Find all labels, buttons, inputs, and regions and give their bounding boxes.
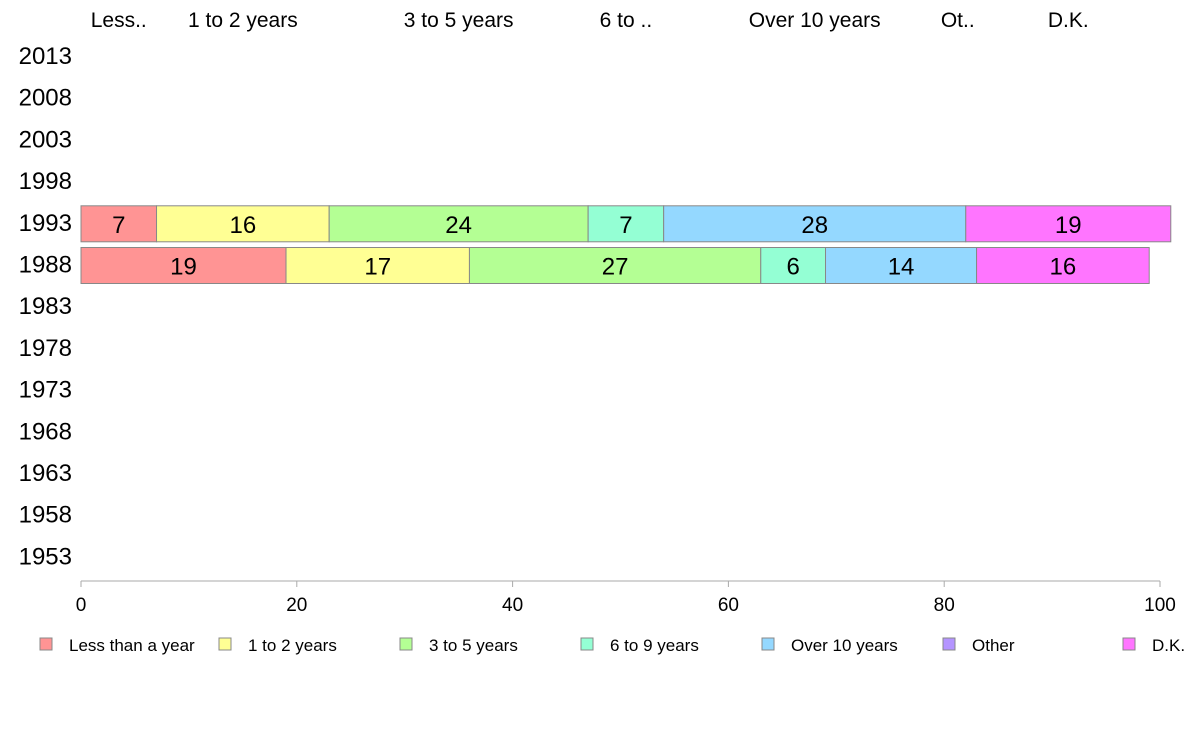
- year-label-1978: 1978: [19, 335, 72, 362]
- bar-segment-1988-3[interactable]: [760, 247, 827, 284]
- column-header-2: 3 to 5 years: [404, 9, 514, 32]
- legend-label-6: D.K.: [1152, 636, 1185, 655]
- legend-swatch-1: [218, 637, 232, 651]
- bar-segment-1993-1[interactable]: [156, 205, 330, 243]
- year-label-1988: 1988: [19, 252, 72, 279]
- x-tick-label-20: 20: [286, 595, 307, 616]
- bar-segment-1988-2[interactable]: [468, 247, 762, 284]
- bar-value-label-1988-6: 16: [1050, 254, 1077, 281]
- bar-segment-1988-0[interactable]: [80, 247, 287, 284]
- x-tick-label-40: 40: [502, 595, 523, 616]
- legend-label-3: 6 to 9 years: [610, 636, 699, 655]
- bar-value-label-1993-1: 16: [229, 212, 256, 239]
- year-label-2003: 2003: [19, 126, 72, 153]
- bar-value-label-1993-4: 28: [801, 212, 828, 239]
- legend-swatch-2: [399, 637, 413, 651]
- bar-segment-1988-1[interactable]: [285, 247, 470, 284]
- bar-value-label-1988-0: 19: [170, 254, 197, 281]
- bar-segment-1993-2[interactable]: [328, 205, 589, 243]
- bar-value-label-1993-3: 7: [619, 212, 632, 239]
- column-header-1: 1 to 2 years: [188, 9, 298, 32]
- year-label-2008: 2008: [19, 85, 72, 112]
- legend-swatch-5: [942, 637, 956, 651]
- legend-swatch-4: [761, 637, 775, 651]
- year-label-1973: 1973: [19, 377, 72, 404]
- year-label-1983: 1983: [19, 293, 72, 320]
- column-header-5: Ot..: [941, 9, 975, 32]
- column-header-0: Less..: [91, 9, 147, 32]
- bar-value-label-1993-6: 19: [1055, 212, 1082, 239]
- year-label-1998: 1998: [19, 168, 72, 195]
- x-tick-label-0: 0: [76, 595, 87, 616]
- bar-value-label-1988-2: 27: [602, 254, 629, 281]
- bar-segment-1993-0[interactable]: [80, 205, 158, 243]
- x-tick-label-80: 80: [934, 595, 955, 616]
- legend-swatch-3: [580, 637, 594, 651]
- year-label-1953: 1953: [19, 543, 72, 570]
- year-label-1993: 1993: [19, 210, 72, 237]
- legend-label-4: Over 10 years: [791, 636, 898, 655]
- bar-value-label-1988-3: 6: [786, 254, 799, 281]
- bar-segment-1988-6[interactable]: [976, 247, 1150, 284]
- year-label-2013: 2013: [19, 43, 72, 70]
- bar-segment-1993-6[interactable]: [965, 205, 1172, 243]
- bar-segment-1993-4[interactable]: [663, 205, 967, 243]
- legend-swatch-6: [1122, 637, 1136, 651]
- legend-label-1: 1 to 2 years: [248, 636, 337, 655]
- year-label-1968: 1968: [19, 418, 72, 445]
- column-header-4: Over 10 years: [749, 9, 881, 32]
- legend-label-5: Other: [972, 636, 1015, 655]
- year-label-1958: 1958: [19, 502, 72, 529]
- column-header-6: D.K.: [1048, 9, 1089, 32]
- legend-label-2: 3 to 5 years: [429, 636, 518, 655]
- legend-label-0: Less than a year: [69, 636, 195, 655]
- bar-value-label-1988-1: 17: [364, 254, 391, 281]
- bar-value-label-1988-4: 14: [888, 254, 915, 281]
- year-label-1963: 1963: [19, 460, 72, 487]
- x-tick-label-60: 60: [718, 595, 739, 616]
- column-header-3: 6 to ..: [600, 9, 653, 32]
- x-tick-label-100: 100: [1144, 595, 1176, 616]
- bar-value-label-1993-2: 24: [445, 212, 472, 239]
- legend-swatch-0: [39, 637, 53, 651]
- bar-value-label-1993-0: 7: [112, 212, 125, 239]
